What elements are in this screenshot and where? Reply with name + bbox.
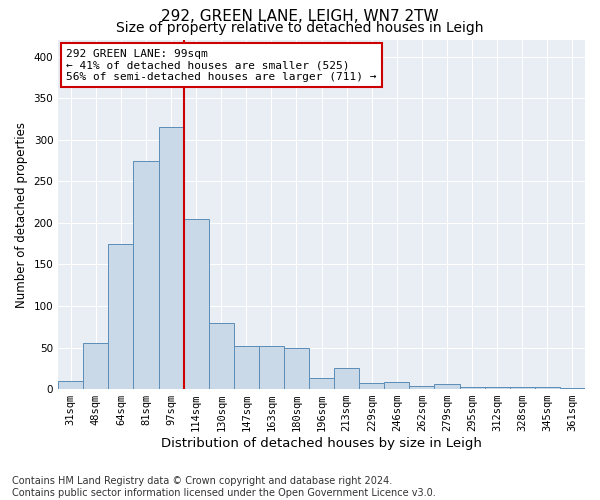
Bar [535, 388, 560, 389]
Bar [58, 381, 83, 389]
Bar [334, 368, 359, 389]
Bar [259, 346, 284, 389]
Bar [83, 344, 109, 389]
Bar [309, 378, 334, 389]
Bar [184, 218, 209, 389]
Text: 292, GREEN LANE, LEIGH, WN7 2TW: 292, GREEN LANE, LEIGH, WN7 2TW [161, 9, 439, 24]
Bar [359, 384, 385, 389]
Bar [158, 128, 184, 389]
Bar [284, 348, 309, 389]
Bar [510, 388, 535, 389]
Text: 292 GREEN LANE: 99sqm
← 41% of detached houses are smaller (525)
56% of semi-det: 292 GREEN LANE: 99sqm ← 41% of detached … [66, 48, 377, 82]
Bar [409, 386, 434, 389]
Bar [434, 384, 460, 389]
Text: Size of property relative to detached houses in Leigh: Size of property relative to detached ho… [116, 21, 484, 35]
Bar [560, 388, 585, 389]
Bar [385, 382, 409, 389]
Bar [209, 322, 234, 389]
Bar [485, 388, 510, 389]
Bar [109, 244, 133, 389]
Y-axis label: Number of detached properties: Number of detached properties [15, 122, 28, 308]
Bar [133, 160, 158, 389]
X-axis label: Distribution of detached houses by size in Leigh: Distribution of detached houses by size … [161, 437, 482, 450]
Bar [234, 346, 259, 389]
Bar [460, 386, 485, 389]
Text: Contains HM Land Registry data © Crown copyright and database right 2024.
Contai: Contains HM Land Registry data © Crown c… [12, 476, 436, 498]
